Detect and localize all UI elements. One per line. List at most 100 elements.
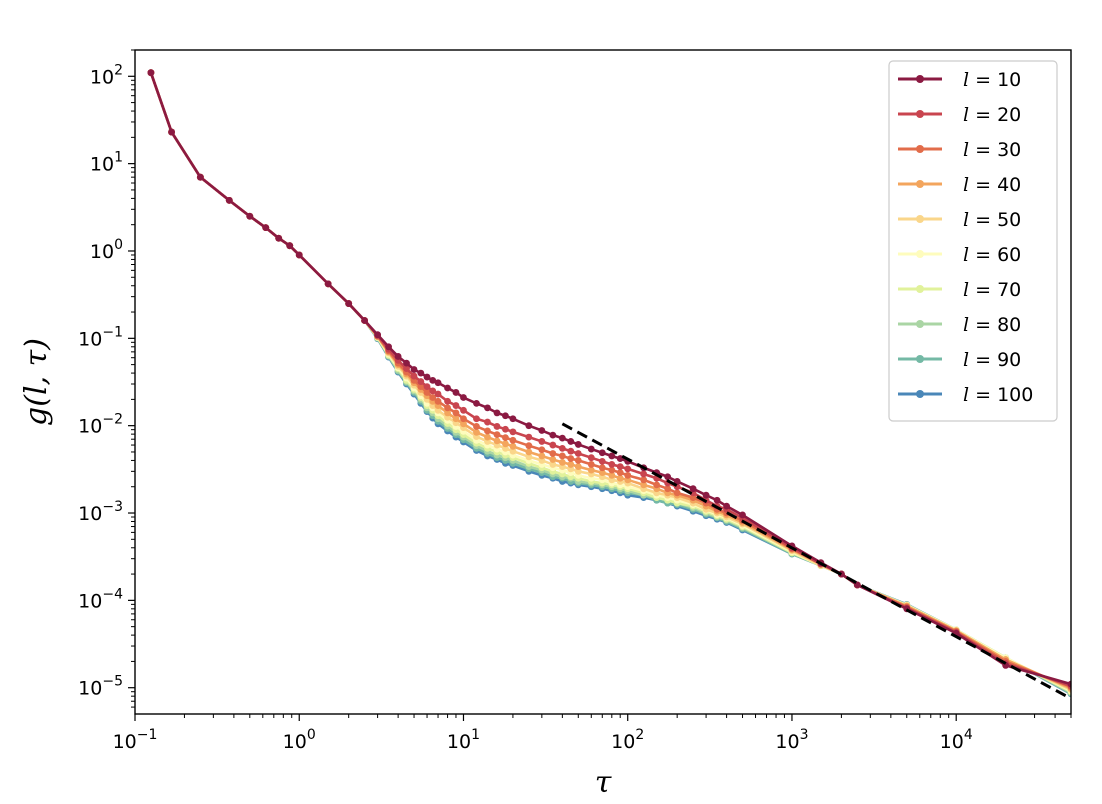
x-axis-label: τ xyxy=(595,765,612,800)
series-point xyxy=(616,463,624,470)
legend-label: l = 40 xyxy=(963,174,1021,196)
x-axis: 10−1 100 101 102 103 104 xyxy=(113,714,973,753)
series-point xyxy=(538,438,546,445)
series-point xyxy=(558,444,566,452)
series-point xyxy=(702,491,710,499)
series-point xyxy=(410,372,418,380)
series-point xyxy=(147,69,155,77)
series-point xyxy=(225,196,233,204)
series-point xyxy=(664,473,672,481)
legend-swatch-marker xyxy=(916,215,924,223)
series-point xyxy=(549,431,557,439)
y-axis-label: g(l, τ) xyxy=(19,338,54,426)
series-point xyxy=(444,409,451,417)
series-point xyxy=(168,128,175,136)
series-group xyxy=(147,69,1071,698)
series-point xyxy=(473,399,480,407)
x-tick-label: 104 xyxy=(940,727,973,753)
legend-entry-80: l = 80 xyxy=(898,314,1021,336)
series-point xyxy=(608,471,616,479)
series-point xyxy=(434,397,442,405)
series-point xyxy=(403,359,410,367)
series-point xyxy=(587,454,595,462)
series-point xyxy=(739,511,746,519)
y-tick-label: 10−4 xyxy=(78,586,123,612)
series-point xyxy=(608,461,616,468)
series-point xyxy=(493,423,501,430)
series-point xyxy=(484,404,491,412)
series-point xyxy=(502,440,509,448)
series-point xyxy=(502,425,509,433)
series-point xyxy=(452,389,460,396)
series-point xyxy=(460,394,467,401)
series-point xyxy=(574,467,582,475)
series-point xyxy=(624,465,632,473)
series-point xyxy=(640,470,648,478)
series-point xyxy=(502,412,509,420)
series-point xyxy=(246,212,254,220)
series-point xyxy=(423,383,431,391)
legend-entry-10: l = 10 xyxy=(898,69,1021,91)
series-point xyxy=(598,457,606,465)
legend-label: l = 60 xyxy=(963,244,1021,266)
series-point xyxy=(509,436,517,444)
legend-entry-30: l = 30 xyxy=(898,139,1021,161)
series-point xyxy=(429,394,437,401)
plot-area xyxy=(147,69,1071,700)
series-point xyxy=(429,376,437,384)
y-tick-label: 101 xyxy=(90,150,123,176)
series-point xyxy=(538,452,546,460)
series-point xyxy=(587,466,595,474)
series-point xyxy=(509,447,517,455)
series-point xyxy=(429,387,437,395)
series-point xyxy=(608,452,616,460)
series-point xyxy=(567,455,575,462)
series-point xyxy=(484,433,491,441)
series-point xyxy=(196,173,204,181)
series-point xyxy=(374,331,381,339)
series-point xyxy=(587,461,595,468)
legend-label: l = 10 xyxy=(963,69,1021,91)
y-tick-label: 102 xyxy=(90,62,123,88)
legend-label: l = 80 xyxy=(963,314,1021,336)
series-point xyxy=(608,466,616,474)
legend-label: l = 30 xyxy=(963,139,1021,161)
series-point xyxy=(502,434,509,442)
series-point xyxy=(417,383,425,391)
series-point xyxy=(473,415,480,423)
series-point xyxy=(434,390,442,398)
series-point xyxy=(509,428,517,436)
series-point xyxy=(460,406,467,414)
series-point xyxy=(549,441,557,449)
series-point xyxy=(673,478,681,485)
legend-swatch-marker xyxy=(916,75,924,83)
legend: l = 10 l = 20 l = 30 l = 40 l = 50 l = 60 l = … xyxy=(888,60,1058,422)
series-point xyxy=(361,317,368,324)
legend-swatch-marker xyxy=(916,390,924,398)
series-point xyxy=(598,464,606,472)
series-point xyxy=(493,437,501,445)
dashed-reference-line xyxy=(561,422,1071,700)
series-point xyxy=(452,409,460,417)
series-point xyxy=(549,461,557,468)
series-point xyxy=(525,433,533,441)
series-point xyxy=(574,441,582,448)
x-tick-label: 102 xyxy=(611,727,644,753)
legend-entry-60: l = 60 xyxy=(898,244,1021,266)
series-point xyxy=(624,471,632,479)
legend-swatch-marker xyxy=(916,285,924,293)
series-point xyxy=(525,442,533,450)
legend-swatch-marker xyxy=(916,180,924,188)
series-point xyxy=(473,423,480,430)
y-tick-label: 10−1 xyxy=(78,324,123,350)
series-point xyxy=(549,450,557,457)
legend-entry-100: l = 100 xyxy=(898,384,1033,406)
series-point xyxy=(525,422,533,430)
legend-label: l = 100 xyxy=(963,384,1033,406)
series-point xyxy=(493,431,501,439)
series-point xyxy=(509,442,517,450)
series-point xyxy=(275,234,283,242)
series-point xyxy=(653,481,661,489)
series-point xyxy=(410,366,418,373)
legend-entry-50: l = 50 xyxy=(898,209,1021,231)
